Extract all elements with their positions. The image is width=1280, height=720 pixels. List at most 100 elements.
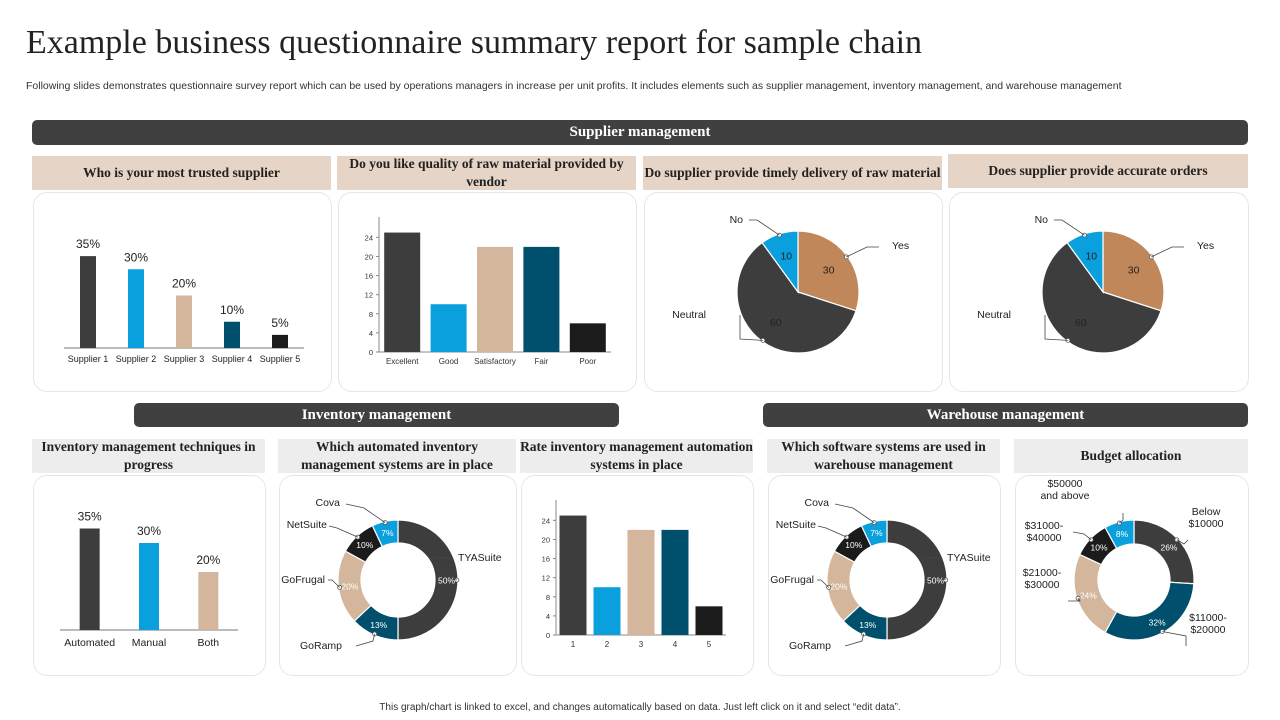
callout-line xyxy=(1072,531,1092,541)
callout-line xyxy=(846,246,879,258)
raw-material-quality-chart: 0 4 8 12 16 20 24 Excellent Good Satisfactory Fair… xyxy=(365,217,611,366)
slice-50000-and-above xyxy=(1104,519,1135,550)
slice-label-goramp: GoRamp xyxy=(300,640,342,652)
y-tick-label: 12 xyxy=(542,574,550,583)
trusted-supplier-chart: 35% Supplier 1 30% Supplier 2 20% Supplier 3 1… xyxy=(64,237,304,364)
callout-dot xyxy=(844,534,850,540)
question-trusted-supplier: Who is your most trusted supplier xyxy=(32,156,331,190)
callout-line xyxy=(1054,219,1085,236)
slice-label-yes: Yes xyxy=(1197,240,1214,252)
callout-line xyxy=(1044,315,1068,341)
category-label: Both xyxy=(198,637,220,649)
slice-label-11000-20000: $20000 xyxy=(1190,624,1225,636)
question-budget-allocation: Budget allocation xyxy=(1014,439,1248,473)
slice-label-no: No xyxy=(1035,214,1049,226)
category-label: Excellent xyxy=(386,357,419,366)
slice-label-31000-40000: $40000 xyxy=(1026,532,1061,544)
bar-3 xyxy=(627,529,655,635)
slice-label-netsuite: NetSuite xyxy=(287,519,327,531)
y-tick-label: 4 xyxy=(369,329,373,338)
y-tick-label: 16 xyxy=(542,555,550,564)
question-raw-material-quality: Do you like quality of raw material prov… xyxy=(337,156,636,190)
category-label: Satisfactory xyxy=(474,357,516,366)
bar-supplier-2 xyxy=(128,269,144,348)
category-label: Poor xyxy=(579,357,596,366)
question-automation-rating: Rate inventory management automation sys… xyxy=(520,439,753,473)
slice-label-no: No xyxy=(730,214,744,226)
slice-value-label: 60 xyxy=(770,317,782,329)
slice-label-netsuite: NetSuite xyxy=(776,519,816,531)
bar-automated xyxy=(79,528,100,630)
slice-label-goramp: GoRamp xyxy=(789,640,831,652)
y-tick-label: 4 xyxy=(546,612,550,621)
y-tick-label: 0 xyxy=(546,631,550,640)
slice-label-neutral: Neutral xyxy=(672,309,706,321)
slice-label-tyasuite: TYASuite xyxy=(947,552,991,564)
y-tick-label: 12 xyxy=(365,291,373,300)
callout-line xyxy=(1151,246,1184,258)
bar-5 xyxy=(695,606,723,635)
bar-fair xyxy=(523,246,560,352)
category-label: Supplier 5 xyxy=(260,354,301,364)
bar-poor xyxy=(569,323,606,352)
slice-value-label: 10 xyxy=(780,251,792,263)
callout-line xyxy=(328,525,358,538)
raw-material-quality-chart-panel: 0 4 8 12 16 20 24 Excellent Good Satisfactory Fair… xyxy=(338,192,637,392)
bar-1 xyxy=(559,515,587,635)
slice-cova xyxy=(371,519,399,548)
slice-value-label: 8% xyxy=(1116,529,1129,539)
bar-value-label: 5% xyxy=(271,316,289,330)
slice-value-label: 13% xyxy=(859,620,876,630)
slice-value-label: 60 xyxy=(1075,317,1087,329)
slice-label-tyasuite: TYASuite xyxy=(458,552,502,564)
slice-value-label: 10% xyxy=(1091,543,1108,553)
category-label: Fair xyxy=(535,357,549,366)
trusted-supplier-chart-panel: 35% Supplier 1 30% Supplier 2 20% Supplier 3 1… xyxy=(33,192,332,392)
slice-label-cova: Cova xyxy=(315,497,340,509)
y-tick-label: 24 xyxy=(365,233,373,242)
question-accurate-orders: Does supplier provide accurate orders xyxy=(948,154,1248,188)
bar-both xyxy=(198,572,219,630)
category-label: Supplier 2 xyxy=(116,354,157,364)
category-label: 5 xyxy=(707,640,712,649)
slice-tyasuite xyxy=(397,519,459,641)
automation-rating-chart-panel: 0 4 8 12 16 20 24 1 2 3 4 5 xyxy=(521,475,754,676)
warehouse-management-header: Warehouse management xyxy=(763,403,1248,427)
callout-line xyxy=(1068,597,1081,602)
slice-value-label: 32% xyxy=(1149,618,1166,628)
category-label: 3 xyxy=(639,640,644,649)
category-label: Good xyxy=(439,357,459,366)
bar-value-label: 30% xyxy=(137,524,161,538)
callout-line xyxy=(834,503,875,523)
callout-line xyxy=(1119,513,1124,524)
callout-line xyxy=(917,557,947,581)
slice-11000-20000 xyxy=(1104,581,1195,641)
slice-value-label: 24% xyxy=(1080,590,1097,600)
budget-allocation-chart-panel: 26% Below $10000 32% $11000- $20000 24% $21000-… xyxy=(1015,475,1249,676)
budget-allocation-chart: 26% Below$10000 32% $11000-$20000 24% $21000-… xyxy=(1023,478,1227,646)
callout-line xyxy=(328,579,340,588)
slice-value-label: 7% xyxy=(381,528,394,538)
bar-excellent xyxy=(384,232,421,352)
slice-label-21000-30000: $30000 xyxy=(1024,579,1059,591)
bar-value-label: 30% xyxy=(124,250,148,264)
bar-value-label: 35% xyxy=(78,510,102,524)
slice-label-cova: Cova xyxy=(804,497,829,509)
slice-value-label: 20% xyxy=(341,582,358,592)
automated-inventory-systems-chart-panel: 50% TYASuite 13% GoRamp 20% GoFrugal 10% NetSui… xyxy=(279,475,517,676)
question-automated-inventory-systems: Which automated inventory management sys… xyxy=(278,439,516,473)
y-tick-label: 8 xyxy=(546,593,550,602)
timely-delivery-chart-panel: 30 Yes 60 Neutral 10 No xyxy=(644,192,943,392)
accurate-orders-chart-panel: 30 Yes 60 Neutral 10 No xyxy=(949,192,1249,392)
warehouse-software-chart: 50% TYASuite 13% GoRamp 20% GoFrugal 10% NetSui… xyxy=(770,497,991,652)
inventory-management-header: Inventory management xyxy=(134,403,619,427)
bar-satisfactory xyxy=(477,246,513,352)
bar-4 xyxy=(661,529,689,635)
callout-line xyxy=(1176,539,1189,545)
callout-dot xyxy=(355,534,361,540)
callout-line xyxy=(1162,631,1187,646)
slice-value-label: 26% xyxy=(1160,543,1177,553)
slice-value-label: 10% xyxy=(356,540,373,550)
y-tick-label: 24 xyxy=(542,516,550,525)
